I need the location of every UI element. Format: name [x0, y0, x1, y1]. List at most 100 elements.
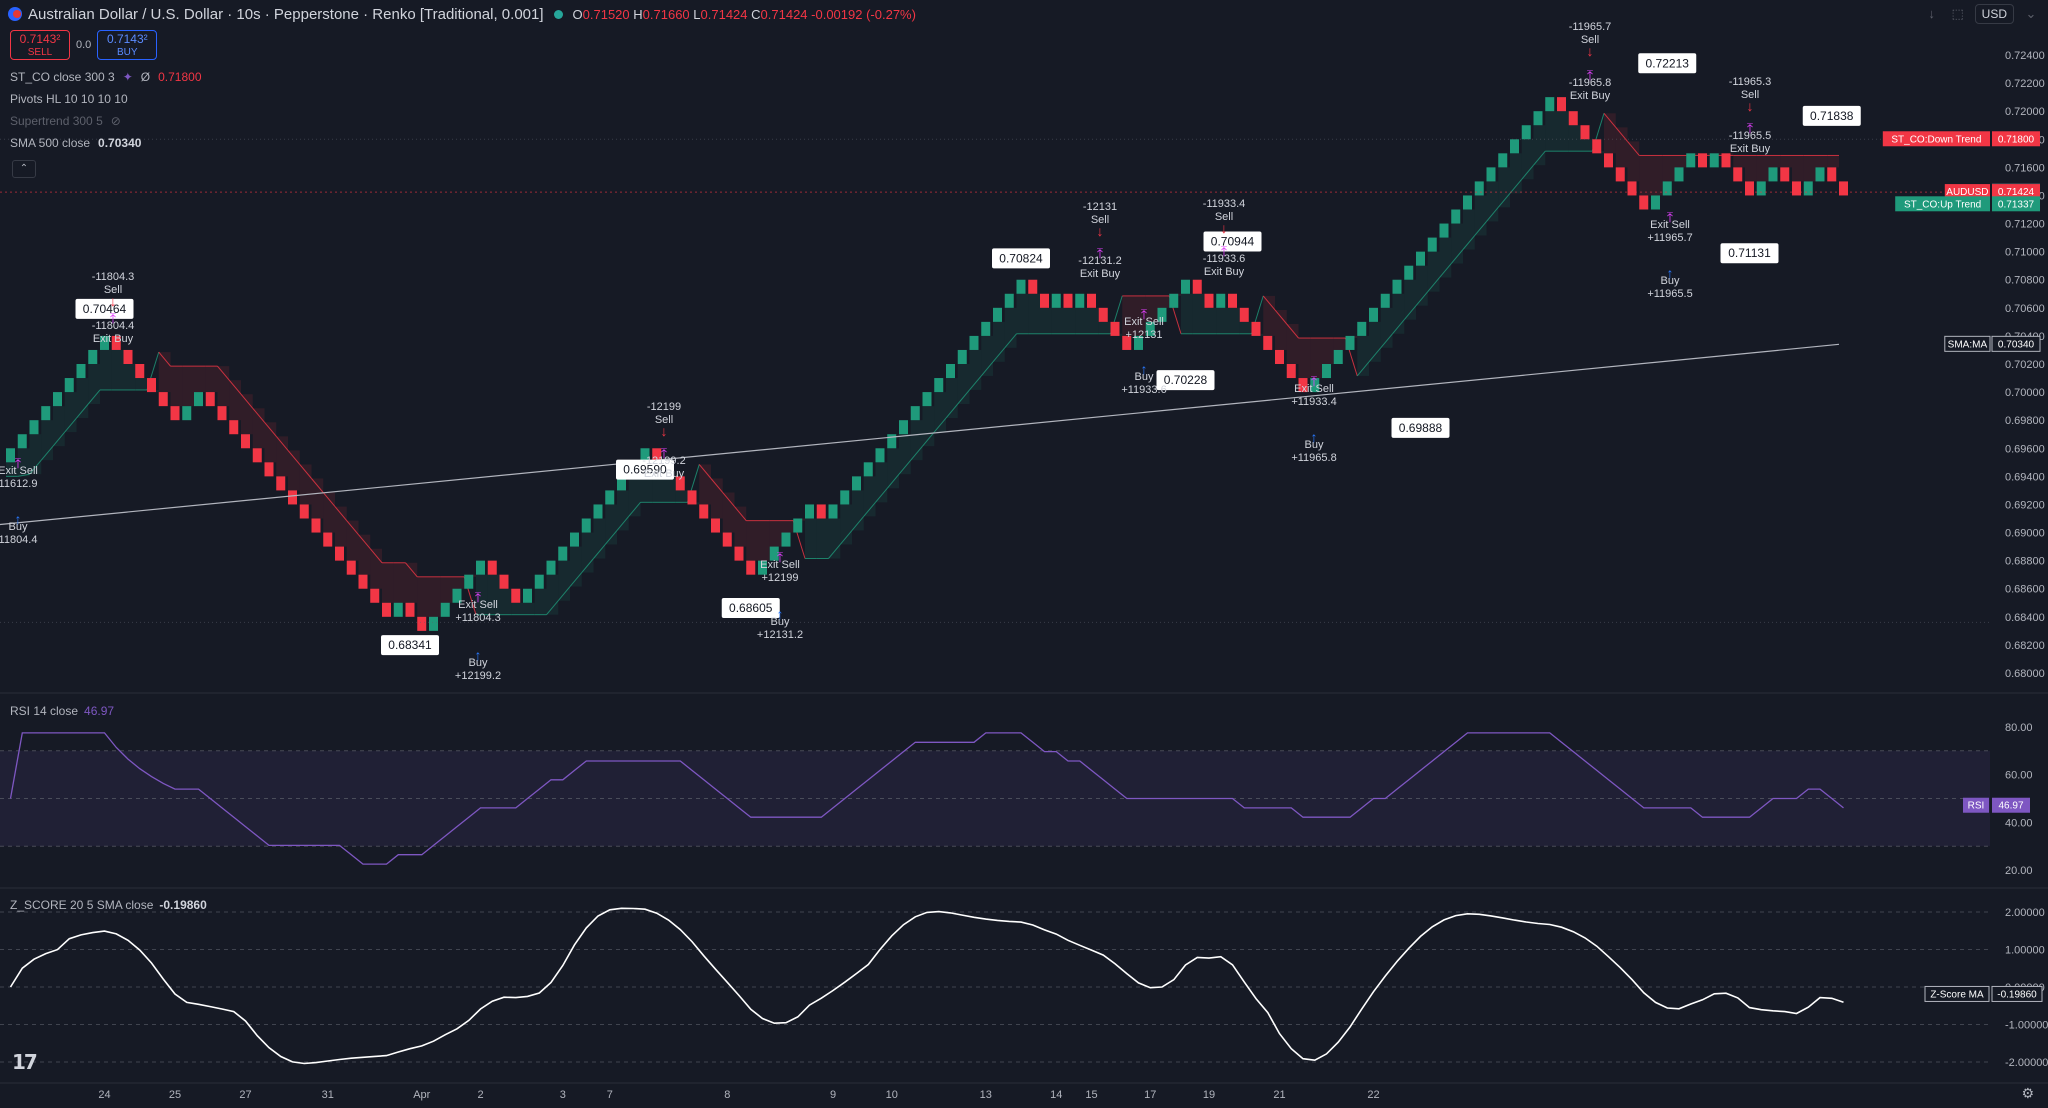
renko-brick[interactable]	[1275, 349, 1284, 364]
renko-brick[interactable]	[863, 462, 873, 477]
collapse-legend-button[interactable]: ⌃	[12, 160, 36, 178]
renko-brick[interactable]	[241, 434, 250, 449]
renko-brick[interactable]	[1557, 97, 1566, 112]
renko-brick[interactable]	[722, 532, 732, 547]
currency-button[interactable]: USD	[1974, 4, 2014, 24]
renko-brick[interactable]	[1721, 153, 1731, 168]
renko-brick[interactable]	[1768, 167, 1778, 182]
renko-brick[interactable]	[158, 392, 168, 407]
renko-brick[interactable]	[1204, 293, 1214, 308]
renko-brick[interactable]	[276, 476, 286, 491]
renko-brick[interactable]	[252, 448, 262, 463]
renko-brick[interactable]	[617, 476, 626, 491]
renko-brick[interactable]	[1028, 279, 1038, 294]
renko-brick[interactable]	[534, 574, 544, 589]
renko-brick[interactable]	[1357, 321, 1367, 336]
gear-icon[interactable]: ⚙	[2021, 1085, 2034, 1101]
renko-brick[interactable]	[969, 335, 979, 350]
renko-brick[interactable]	[805, 504, 814, 519]
renko-brick[interactable]	[1310, 378, 1320, 393]
renko-brick[interactable]	[1756, 181, 1766, 196]
renko-brick[interactable]	[570, 532, 579, 547]
renko-brick[interactable]	[1404, 265, 1414, 280]
renko-brick[interactable]	[1651, 195, 1660, 210]
renko-brick[interactable]	[981, 321, 991, 336]
renko-brick[interactable]	[1228, 293, 1237, 308]
renko-brick[interactable]	[1827, 167, 1837, 182]
renko-brick[interactable]	[217, 406, 227, 421]
renko-brick[interactable]	[687, 490, 697, 505]
renko-brick[interactable]	[405, 602, 415, 617]
renko-brick[interactable]	[1439, 223, 1449, 238]
renko-brick[interactable]	[1674, 167, 1684, 182]
renko-brick[interactable]	[1216, 293, 1226, 308]
renko-brick[interactable]	[6, 448, 15, 463]
renko-brick[interactable]	[840, 490, 850, 505]
renko-brick[interactable]	[1369, 307, 1378, 322]
renko-brick[interactable]	[1427, 237, 1437, 252]
renko-brick[interactable]	[1780, 167, 1790, 182]
renko-brick[interactable]	[769, 546, 779, 561]
renko-brick[interactable]	[1157, 307, 1167, 322]
renko-brick[interactable]	[1063, 293, 1073, 308]
indicator-st-co[interactable]: ST_CO close 300 3 ✦ Ø 0.71800	[10, 70, 202, 84]
renko-brick[interactable]	[1639, 195, 1649, 210]
renko-brick[interactable]	[1110, 321, 1120, 336]
renko-brick[interactable]	[299, 504, 309, 519]
renko-brick[interactable]	[170, 406, 180, 421]
renko-brick[interactable]	[1486, 167, 1496, 182]
renko-brick[interactable]	[1474, 181, 1484, 196]
renko-brick[interactable]	[464, 574, 474, 589]
renko-brick[interactable]	[17, 434, 27, 449]
renko-brick[interactable]	[1263, 335, 1273, 350]
renko-brick[interactable]	[899, 420, 908, 435]
renko-brick[interactable]	[1839, 181, 1848, 196]
renko-brick[interactable]	[1134, 335, 1143, 350]
sell-button[interactable]: 0.7143² SELL	[10, 30, 70, 60]
renko-brick[interactable]	[581, 518, 591, 533]
renko-brick[interactable]	[711, 518, 720, 533]
renko-brick[interactable]	[229, 420, 239, 435]
renko-brick[interactable]	[793, 518, 803, 533]
renko-brick[interactable]	[1192, 279, 1202, 294]
renko-brick[interactable]	[182, 406, 192, 421]
zscore-legend[interactable]: Z_SCORE 20 5 SMA close -0.19860	[10, 898, 207, 912]
renko-brick[interactable]	[88, 349, 98, 364]
renko-brick[interactable]	[1016, 279, 1026, 294]
renko-brick[interactable]	[1169, 293, 1179, 308]
renko-brick[interactable]	[1498, 153, 1508, 168]
renko-brick[interactable]	[1298, 378, 1308, 393]
renko-brick[interactable]	[1286, 364, 1296, 379]
renko-brick[interactable]	[393, 602, 403, 617]
renko-brick[interactable]	[476, 560, 485, 575]
renko-brick[interactable]	[957, 349, 967, 364]
renko-brick[interactable]	[323, 532, 333, 547]
renko-brick[interactable]	[429, 616, 438, 631]
renko-brick[interactable]	[1615, 167, 1625, 182]
renko-brick[interactable]	[1040, 293, 1049, 308]
renko-brick[interactable]	[1533, 111, 1543, 126]
renko-brick[interactable]	[1604, 153, 1613, 168]
renko-brick[interactable]	[887, 434, 897, 449]
renko-brick[interactable]	[558, 546, 568, 561]
renko-brick[interactable]	[1145, 321, 1155, 336]
renko-brick[interactable]	[605, 490, 615, 505]
renko-brick[interactable]	[358, 574, 368, 589]
renko-brick[interactable]	[41, 406, 51, 421]
chevron-down-icon[interactable]: ⌄	[2025, 6, 2037, 21]
renko-brick[interactable]	[440, 602, 450, 617]
symbol-title[interactable]: Australian Dollar / U.S. Dollar · 10s · …	[28, 5, 544, 23]
renko-brick[interactable]	[1686, 153, 1696, 168]
renko-brick[interactable]	[1510, 139, 1519, 154]
renko-brick[interactable]	[946, 364, 955, 379]
renko-brick[interactable]	[1333, 349, 1343, 364]
renko-brick[interactable]	[123, 349, 133, 364]
renko-brick[interactable]	[640, 448, 650, 463]
renko-brick[interactable]	[487, 560, 497, 575]
renko-brick[interactable]	[53, 392, 62, 407]
renko-brick[interactable]	[1051, 293, 1061, 308]
renko-brick[interactable]	[1709, 153, 1719, 168]
renko-brick[interactable]	[546, 560, 556, 575]
renko-brick[interactable]	[205, 392, 215, 407]
indicator-sma[interactable]: SMA 500 close 0.70340	[10, 136, 142, 150]
